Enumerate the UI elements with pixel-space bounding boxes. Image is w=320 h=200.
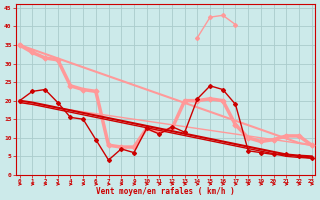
X-axis label: Vent moyen/en rafales ( km/h ): Vent moyen/en rafales ( km/h ) <box>96 187 235 196</box>
